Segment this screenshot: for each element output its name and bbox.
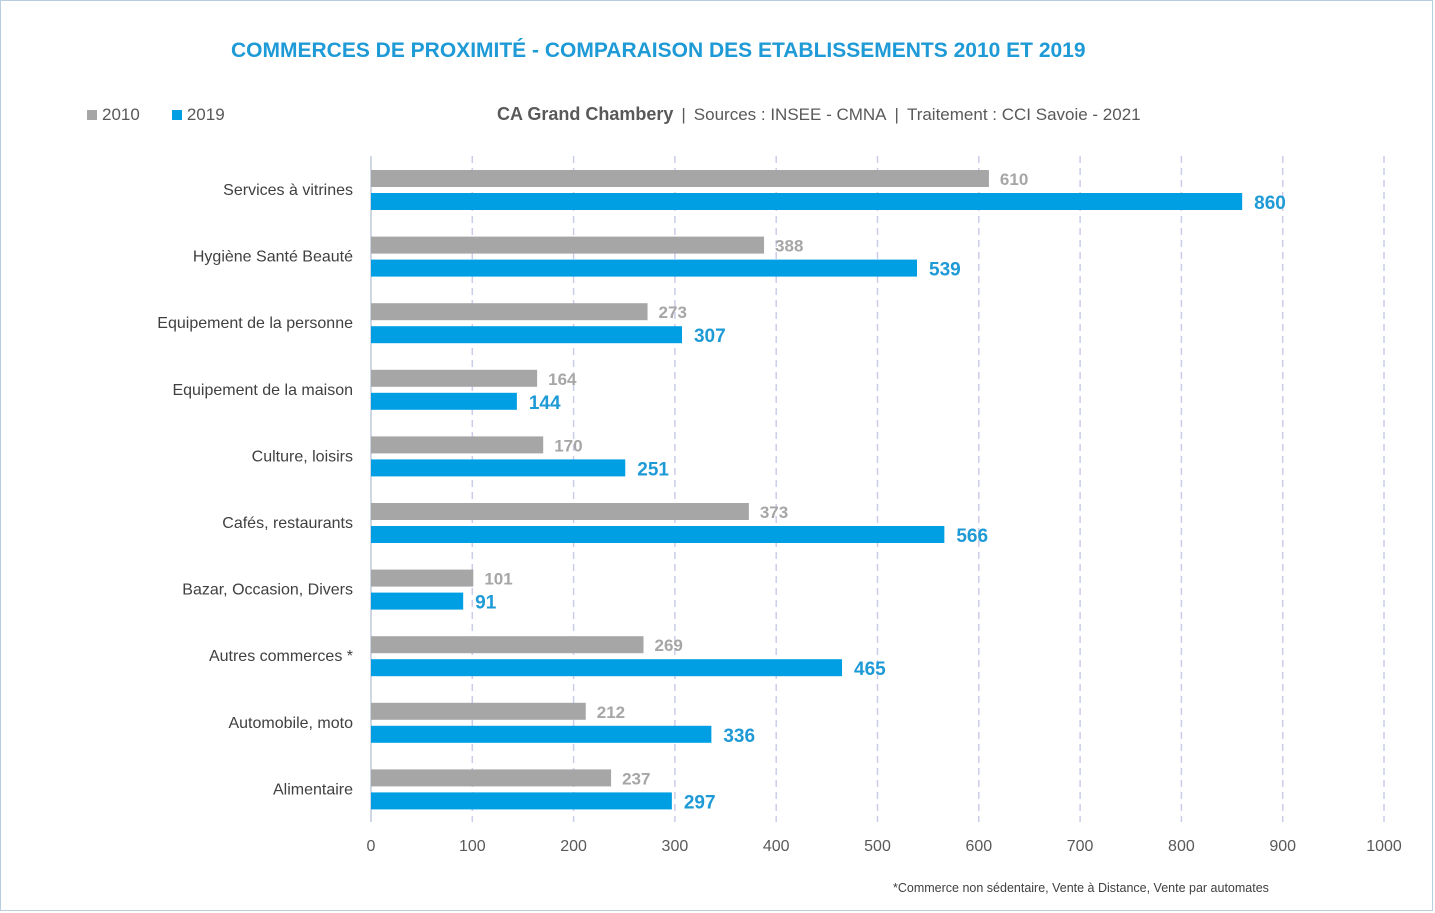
bar-2019-4 xyxy=(371,459,626,477)
value-label-2019-2: 307 xyxy=(694,326,726,347)
legend-label-2019: 2019 xyxy=(186,105,225,124)
x-tick-label-200: 200 xyxy=(560,838,587,855)
x-tick-label-800: 800 xyxy=(1168,838,1195,855)
bar-2010-4 xyxy=(371,436,544,454)
value-label-2019-0: 860 xyxy=(1254,193,1286,214)
processing-label: Traitement : CCI Savoie - 2021 xyxy=(906,105,1141,124)
legend: 2010 2019 xyxy=(87,105,225,125)
value-label-2010-3: 164 xyxy=(548,370,577,389)
x-tick-label-300: 300 xyxy=(662,838,689,855)
separator-1: | xyxy=(681,105,686,124)
value-label-2010-8: 212 xyxy=(597,703,625,722)
bar-2010-9 xyxy=(371,769,612,787)
category-label-0: Services à vitrines xyxy=(223,182,353,199)
bar-2019-8 xyxy=(371,725,712,743)
value-label-2010-9: 237 xyxy=(622,769,650,788)
bar-2019-6 xyxy=(371,592,464,610)
value-label-2010-6: 101 xyxy=(484,570,512,589)
x-tick-label-400: 400 xyxy=(763,838,790,855)
category-label-4: Culture, loisirs xyxy=(252,448,353,465)
value-label-2019-1: 539 xyxy=(929,260,961,281)
bar-2010-2 xyxy=(371,303,648,321)
value-label-2010-4: 170 xyxy=(554,436,582,455)
value-label-2010-1: 388 xyxy=(775,237,803,256)
bar-2019-0 xyxy=(371,193,1243,210)
bar-2010-6 xyxy=(371,569,474,587)
bar-2010-8 xyxy=(371,702,586,720)
bar-2019-1 xyxy=(371,259,918,277)
category-label-2: Equipement de la personne xyxy=(157,315,353,332)
bar-2019-9 xyxy=(371,792,672,810)
bar-2010-3 xyxy=(371,369,538,387)
category-label-9: Alimentaire xyxy=(273,781,353,798)
value-label-2019-4: 251 xyxy=(637,459,669,480)
legend-swatch-2019 xyxy=(171,110,182,120)
value-label-2019-6: 91 xyxy=(475,593,497,614)
bar-2010-7 xyxy=(371,636,644,654)
legend-swatch-2010 xyxy=(87,110,97,120)
bar-2010-1 xyxy=(371,236,765,254)
value-label-2019-5: 566 xyxy=(956,526,988,547)
x-tick-label-900: 900 xyxy=(1269,838,1296,855)
x-tick-label-0: 0 xyxy=(367,838,376,855)
value-label-2019-7: 465 xyxy=(854,659,886,680)
sources-label: Sources : INSEE - CMNA xyxy=(693,105,887,124)
category-label-1: Hygiène Santé Beauté xyxy=(193,249,353,266)
value-label-2010-5: 373 xyxy=(760,503,788,522)
bar-2019-2 xyxy=(371,326,682,344)
value-label-2010-0: 610 xyxy=(1000,170,1028,189)
category-label-5: Cafés, restaurants xyxy=(222,515,353,532)
bar-2019-5 xyxy=(371,526,945,543)
bar-2019-7 xyxy=(371,659,843,677)
x-tick-label-1000: 1000 xyxy=(1366,838,1402,855)
x-tick-label-600: 600 xyxy=(965,838,992,855)
bar-2010-0 xyxy=(371,170,989,187)
legend-label-2010: 2010 xyxy=(102,105,140,124)
category-label-3: Equipement de la maison xyxy=(172,382,353,399)
bar-2019-3 xyxy=(371,392,517,410)
separator-2: | xyxy=(894,105,899,124)
value-label-2019-8: 336 xyxy=(723,726,755,747)
legend-item-2019: 2019 xyxy=(171,105,225,125)
value-label-2010-7: 269 xyxy=(654,636,682,655)
legend-item-2010: 2010 xyxy=(87,105,140,125)
category-label-7: Autres commerces * xyxy=(209,648,353,665)
x-tick-label-700: 700 xyxy=(1067,838,1094,855)
value-label-2019-3: 144 xyxy=(529,393,561,414)
category-label-8: Automobile, moto xyxy=(228,715,353,732)
territory-label: CA Grand Chambery xyxy=(497,104,674,124)
x-tick-label-100: 100 xyxy=(459,838,486,855)
footnote: *Commerce non sédentaire, Vente à Distan… xyxy=(893,881,1269,895)
chart-subtitle: CA Grand Chambery | Sources : INSEE - CMNA… xyxy=(497,104,1141,125)
value-label-2010-2: 273 xyxy=(659,303,687,322)
category-label-6: Bazar, Occasion, Divers xyxy=(182,582,353,599)
x-tick-label-500: 500 xyxy=(864,838,891,855)
bar-2010-5 xyxy=(371,503,749,520)
chart-title: COMMERCES DE PROXIMITÉ - COMPARAISON DES… xyxy=(231,39,1086,62)
value-label-2019-9: 297 xyxy=(684,792,716,813)
